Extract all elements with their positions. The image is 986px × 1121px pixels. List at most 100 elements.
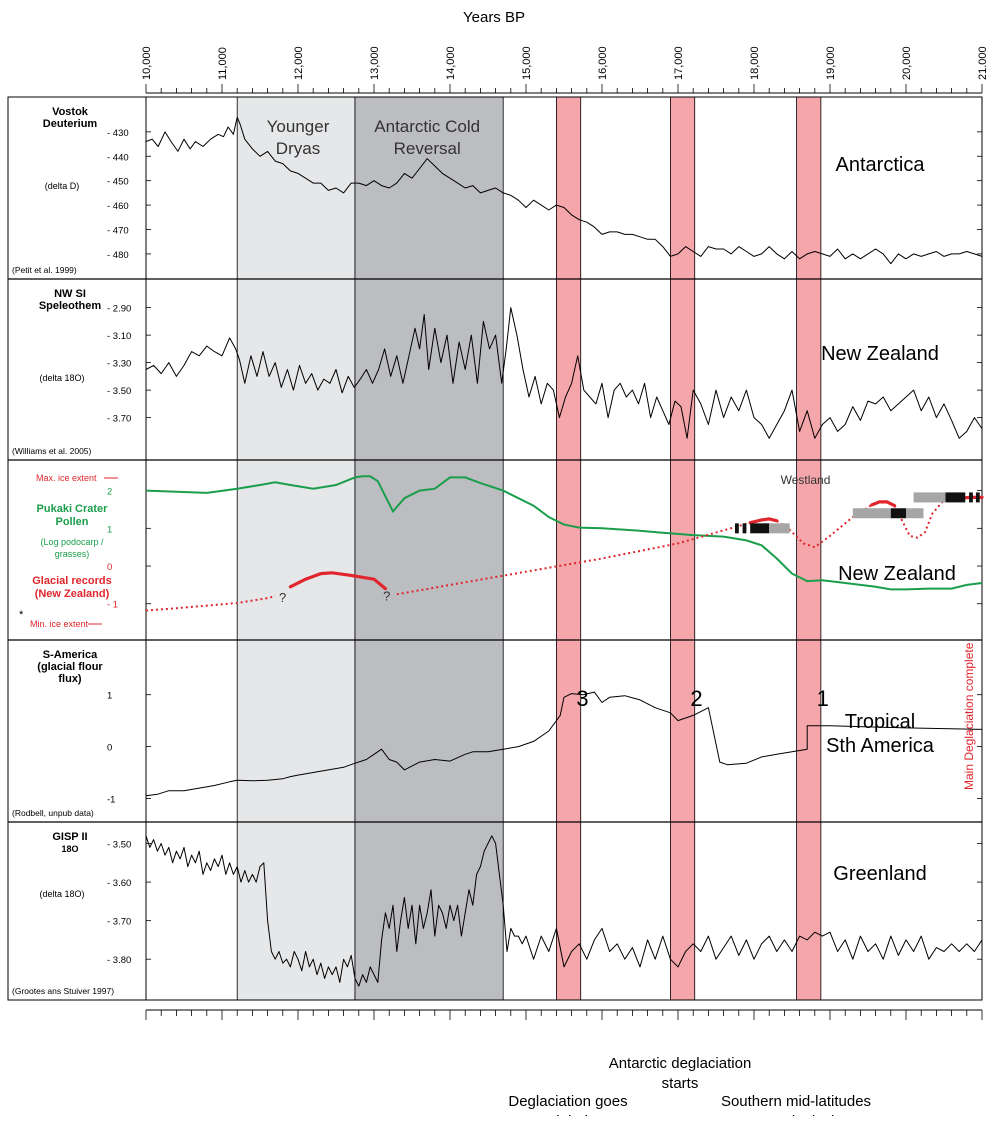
chart-frame: [7, 96, 983, 1001]
panel-gisp: - 3.50 - 3.60 - 3.70 - 3.80 Greenland GISP II…: [12, 831, 983, 996]
period-label: Younger: [267, 117, 330, 136]
bottom-axis: [145, 1009, 983, 1020]
panel-source: (Rodbell, unpub data): [12, 808, 94, 818]
region-label: Antarctica: [836, 154, 926, 176]
question-mark: ?: [279, 590, 286, 605]
panel-title: GISP II: [52, 831, 87, 843]
period-label: Antarctic Cold: [374, 117, 480, 136]
y-tick-label: - 430: [107, 128, 129, 139]
panel-title: 18O: [61, 844, 78, 854]
panel-vostok: - 430 - 440 - 450 - 460 - 470 - 480 Antarctica…: [12, 106, 983, 275]
panel-title: (glacial flour: [37, 661, 103, 673]
shaded-period-0: [236, 96, 356, 1001]
y-tick-label: 2: [107, 487, 112, 498]
panel-source: (Grootes ans Stuiver 1997): [12, 986, 114, 996]
background-layer: [236, 96, 822, 1001]
y-tick-label: - 3.60: [107, 878, 131, 889]
westland-bar-segment: [975, 492, 980, 503]
bottom-annotation: starts: [662, 1075, 699, 1092]
y-tick-label: - 480: [107, 250, 129, 261]
event-band-1: [796, 96, 822, 1001]
westland-bar-segment: [735, 523, 739, 534]
series-line-vostok: [145, 116, 983, 265]
event-band-2: [670, 96, 696, 1001]
panel-secondary-title: (New Zealand): [35, 588, 110, 600]
region-label: New Zealand: [838, 563, 956, 585]
y-tick-label: - 3.70: [107, 414, 131, 425]
panel-title: S-America: [43, 649, 98, 661]
event-number: 1: [817, 686, 829, 711]
y-tick-label: - 3.70: [107, 917, 131, 928]
y-tick-label: 0: [107, 562, 112, 573]
westland-bar-segment: [890, 508, 906, 519]
chart-title: Years BP: [463, 9, 525, 26]
series-line-speleothem: [145, 307, 983, 439]
panel-subtitle: grasses): [55, 549, 90, 559]
panel-source: (Williams et al. 2005): [12, 446, 92, 456]
x-tick-label: 12,000: [293, 46, 305, 80]
glacial-solid-line: [748, 517, 779, 525]
westland-bar-segment: [769, 523, 790, 534]
x-tick-label: 17,000: [673, 46, 685, 80]
event-number: 3: [576, 686, 588, 711]
series-line-gisp: [145, 835, 983, 987]
glacial-dotted-line: [893, 499, 945, 539]
westland-bar-segment: [945, 492, 966, 503]
panel-title: Pukaki Crater: [37, 503, 109, 515]
region-label: Greenland: [833, 863, 926, 885]
event-band-3: [556, 96, 582, 1001]
x-tick-label: 19,000: [825, 46, 837, 80]
westland-bar-segment: [906, 508, 924, 519]
x-tick-label: 14,000: [445, 46, 457, 80]
shaded-period-1: [354, 96, 504, 1001]
x-tick-label: 21,000: [977, 46, 986, 80]
y-tick-label: - 470: [107, 226, 129, 237]
y-tick-label: - 3.50: [107, 840, 131, 851]
panel-subtitle: (Log podocarp /: [40, 537, 104, 547]
westland-bar-segment: [969, 492, 973, 503]
period-label: Reversal: [394, 139, 461, 158]
westland-bar-segment: [852, 508, 891, 519]
deglaciation-note: Main Deglaciation complete: [962, 642, 976, 790]
westland-bar-segment: [750, 523, 770, 534]
y-tick-label: 1: [107, 524, 112, 535]
top-axis: 10,000 11,000 12,000 13,000 14,000 15,000 16,0…: [141, 46, 986, 94]
panel-title: flux): [58, 673, 82, 685]
y-tick-label: - 3.30: [107, 359, 131, 370]
westland-bar-segment: [913, 492, 946, 503]
panel-title: NW SI: [54, 288, 86, 300]
min-ice-label: Min. ice extent: [30, 619, 89, 629]
series-line-samerica: [145, 691, 983, 797]
bottom-annotation: Deglaciation goes: [508, 1093, 627, 1110]
y-tick-label: - 460: [107, 201, 129, 212]
bottom-annotation: Southern mid-latitudes: [721, 1093, 871, 1110]
westland-label: Westland: [781, 473, 831, 487]
panel-title: Vostok: [52, 106, 89, 118]
panel-title: Deuterium: [43, 118, 98, 130]
westland-bar-segment: [742, 523, 747, 534]
x-tick-label: 10,000: [141, 46, 153, 80]
y-tick-label: - 440: [107, 152, 129, 163]
panel-title: Speleothem: [39, 300, 102, 312]
y-tick-label: 1: [107, 691, 112, 702]
glacial-solid-line: [870, 500, 897, 508]
x-tick-label: 11,000: [217, 47, 229, 80]
region-label: Sth America: [826, 735, 935, 757]
glacial-dotted-line: [396, 521, 751, 596]
y-tick-label: - 3.10: [107, 331, 131, 342]
x-tick-label: 13,000: [369, 46, 381, 80]
bottom-annotation: Antarctic deglaciation: [609, 1055, 752, 1072]
region-label: Tropical: [845, 711, 915, 733]
question-mark: ?: [383, 588, 390, 603]
x-tick-label: 15,000: [521, 46, 533, 80]
y-tick-label: 0: [107, 743, 112, 754]
y-tick-label: - 1: [107, 600, 118, 611]
asterisk: *: [19, 609, 24, 621]
max-ice-label: Max. ice extent: [36, 473, 97, 483]
y-tick-label: - 3.50: [107, 386, 131, 397]
panel-title: Pollen: [55, 516, 88, 528]
